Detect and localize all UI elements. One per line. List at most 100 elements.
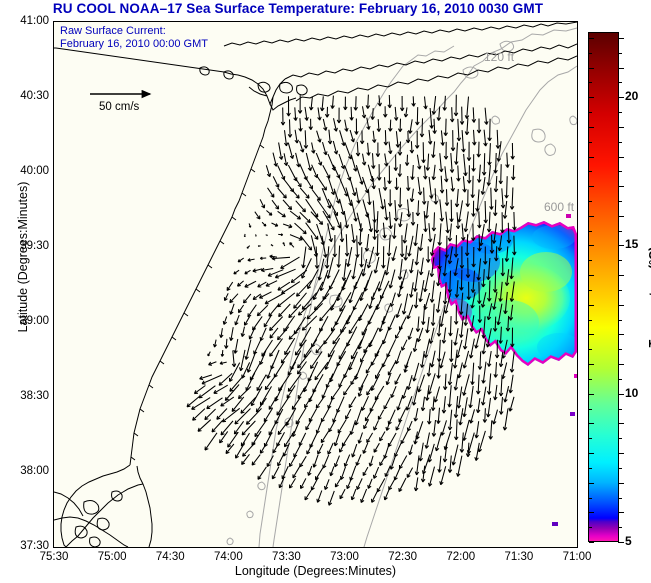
colorbar-tick xyxy=(618,527,622,529)
colorbar-tick xyxy=(618,349,622,351)
x-tick-label: 74:00 xyxy=(213,551,243,563)
current-vector xyxy=(377,409,385,420)
current-vector xyxy=(418,280,425,303)
x-tick-label: 75:30 xyxy=(39,551,69,563)
current-vector xyxy=(498,164,503,185)
current-vector xyxy=(431,164,437,181)
current-vector xyxy=(481,361,487,384)
colorbar-tick-left xyxy=(589,438,592,440)
colorbar-tick xyxy=(618,37,624,39)
current-vector xyxy=(265,234,268,237)
current-vector xyxy=(366,246,375,269)
current-vector xyxy=(476,398,481,414)
current-vector xyxy=(509,351,515,373)
current-vector xyxy=(358,303,369,322)
y-tick-label: 39:00 xyxy=(20,315,49,327)
current-vector xyxy=(502,200,508,219)
colorbar-tick xyxy=(618,230,622,232)
current-vector xyxy=(351,443,358,458)
current-vector xyxy=(498,351,504,368)
current-vector xyxy=(355,164,364,185)
current-vector xyxy=(477,164,482,183)
current-vector xyxy=(401,386,408,399)
current-vector xyxy=(509,257,514,280)
current-vector xyxy=(362,442,369,454)
current-vector xyxy=(218,372,233,386)
current-vector xyxy=(454,188,460,208)
current-vector xyxy=(315,152,323,166)
current-vector xyxy=(251,430,262,446)
current-vector xyxy=(276,396,290,416)
current-vector xyxy=(361,395,369,411)
current-vector xyxy=(508,304,514,321)
current-vector xyxy=(463,211,469,233)
current-vector xyxy=(371,153,376,169)
current-vector xyxy=(436,339,442,362)
current-vector xyxy=(486,165,491,186)
current-vector xyxy=(295,200,307,213)
colorbar-tick-left xyxy=(589,67,594,69)
current-vector xyxy=(412,338,418,353)
current-vector xyxy=(284,337,296,356)
current-vector xyxy=(405,130,411,144)
current-vector xyxy=(393,106,399,121)
current-vector xyxy=(404,351,413,369)
x-tick-label: 71:30 xyxy=(504,551,534,563)
current-vector xyxy=(311,164,319,179)
current-vector xyxy=(376,478,386,493)
current-vector xyxy=(487,351,492,367)
current-vector xyxy=(333,455,340,468)
current-vector xyxy=(361,315,373,336)
current-vector xyxy=(388,141,393,155)
current-vector xyxy=(216,408,228,420)
current-vector xyxy=(487,280,492,302)
current-vector xyxy=(257,281,267,288)
current-vector xyxy=(510,142,515,160)
current-vector xyxy=(303,374,313,393)
current-vector xyxy=(267,187,275,198)
current-vector xyxy=(293,292,307,309)
current-vector xyxy=(413,407,419,422)
current-vector xyxy=(443,141,449,160)
current-vector xyxy=(397,164,403,177)
current-vector xyxy=(339,466,346,480)
map-plot-area[interactable]: Raw Surface Current: February 16, 2010 0… xyxy=(53,21,578,548)
current-vector xyxy=(397,258,403,281)
current-vector xyxy=(437,223,442,246)
current-vector xyxy=(263,314,273,328)
current-vector xyxy=(239,349,246,372)
current-vector xyxy=(487,118,492,142)
current-vector xyxy=(454,280,460,298)
current-vector xyxy=(431,419,437,437)
current-vector xyxy=(220,420,234,436)
current-vector xyxy=(229,293,239,304)
current-vector xyxy=(297,386,307,400)
current-vector xyxy=(301,246,307,269)
current-vector xyxy=(271,256,291,261)
current-vector xyxy=(355,187,361,204)
colorbar-tick-left xyxy=(589,52,592,54)
current-vector xyxy=(366,385,374,396)
colorbar-tick xyxy=(618,482,624,484)
current-vector xyxy=(226,281,234,291)
current-vector xyxy=(406,420,413,432)
current-vector xyxy=(428,327,435,344)
colorbar-tick-left xyxy=(589,453,594,455)
current-vector xyxy=(470,270,476,293)
current-vector xyxy=(498,281,503,302)
current-vector xyxy=(285,407,297,426)
current-vector xyxy=(307,465,313,476)
current-vector xyxy=(282,223,293,229)
current-vector xyxy=(305,419,313,431)
current-vector xyxy=(288,327,301,340)
colorbar-title: Temperature (°C) xyxy=(647,246,651,348)
current-vector xyxy=(328,420,336,433)
current-vector xyxy=(393,154,398,171)
current-vector xyxy=(459,269,464,291)
current-vector xyxy=(463,328,469,350)
current-vector xyxy=(362,466,369,477)
current-vector xyxy=(366,142,371,156)
current-vector xyxy=(332,164,341,179)
colorbar-tick-left xyxy=(589,245,594,247)
current-vector xyxy=(456,165,461,182)
